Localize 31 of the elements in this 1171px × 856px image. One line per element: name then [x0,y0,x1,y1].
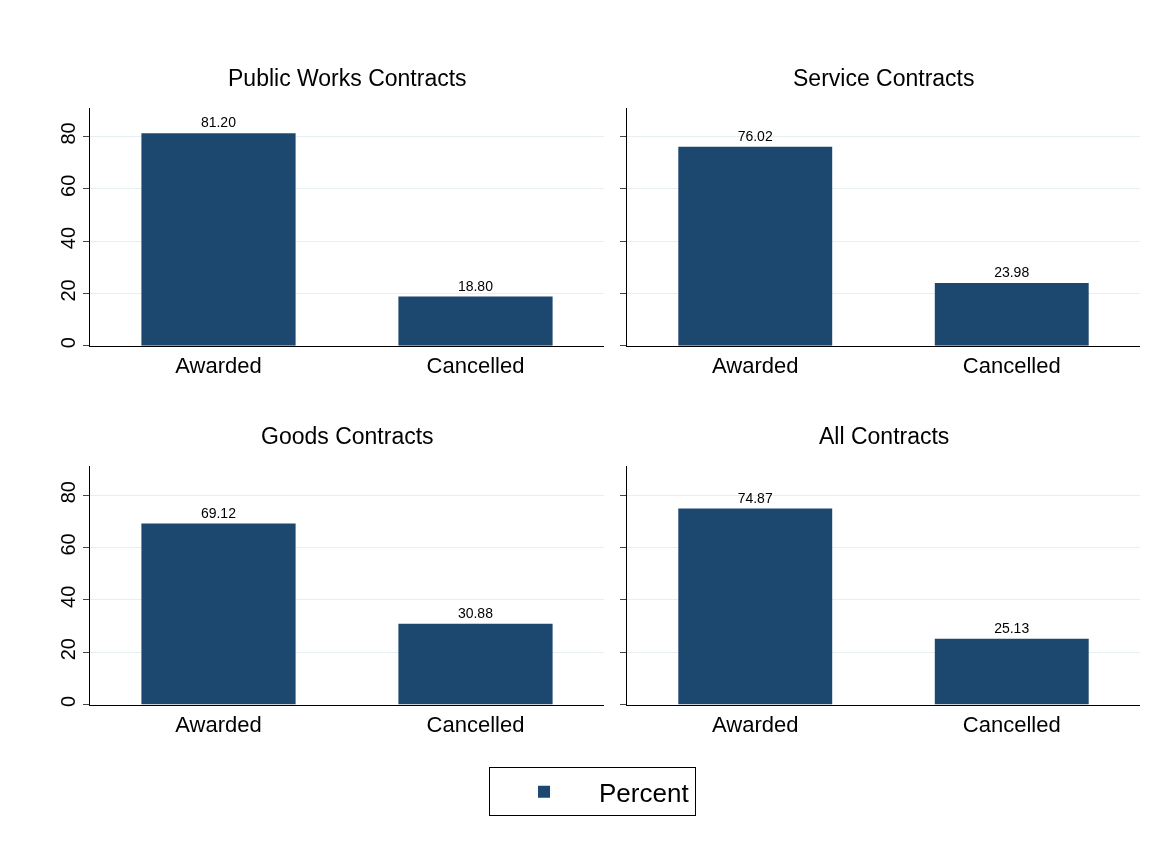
y-tick-label: 20 [57,638,79,661]
legend-label: Percent [599,777,690,808]
x-tick-label: Awarded [175,711,262,737]
chart-title: All Contracts [819,423,950,449]
y-tick-label: 80 [57,122,79,145]
data-label: 69.12 [200,504,237,521]
y-tick-label: 0 [57,695,79,708]
y-tick-label: 60 [57,533,79,556]
data-label: 30.88 [457,604,494,621]
y-tick-label: 40 [57,585,79,608]
x-tick-label: Cancelled [962,353,1061,379]
x-tick-label: Awarded [712,353,799,379]
x-tick-label: Cancelled [426,353,525,379]
y-tick-label: 80 [57,481,79,504]
data-label: 81.20 [200,114,237,131]
data-label: 76.02 [737,127,773,144]
x-tick-label: Awarded [712,711,799,737]
x-tick-label: Awarded [175,353,262,379]
chart-title: Goods Contracts [261,423,434,449]
x-tick-label: Cancelled [426,711,525,737]
data-label: 18.80 [457,277,494,294]
y-tick-label: 40 [57,226,79,250]
data-label: 25.13 [994,619,1030,636]
chart-title: Public Works Contracts [228,65,467,91]
y-tick-label: 20 [57,279,79,302]
y-tick-label: 60 [57,174,79,197]
x-tick-label: Cancelled [962,711,1061,737]
y-tick-label: 0 [57,337,79,349]
chart-title: Service Contracts [793,65,975,91]
data-label: 74.87 [737,489,773,506]
data-label: 23.98 [994,264,1030,281]
